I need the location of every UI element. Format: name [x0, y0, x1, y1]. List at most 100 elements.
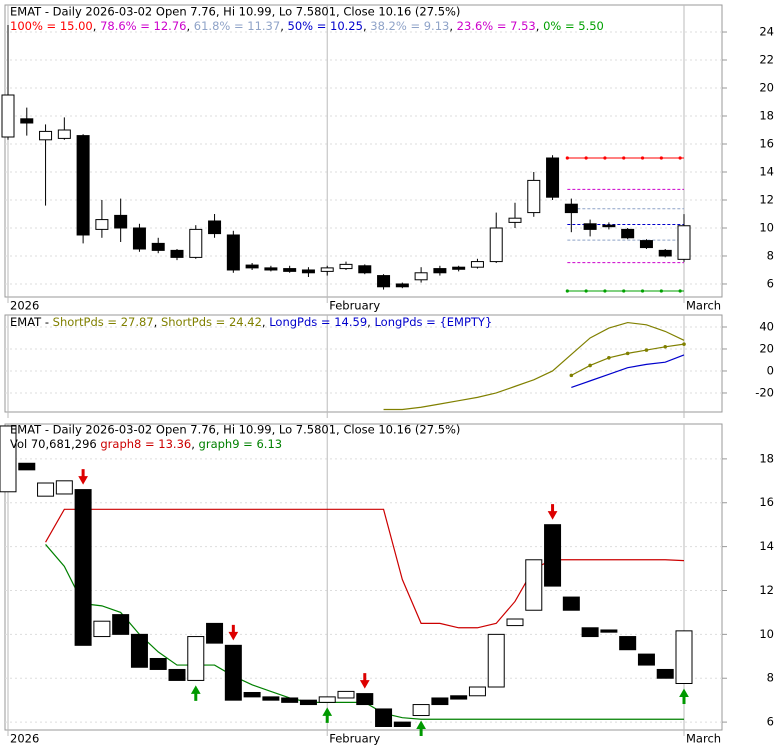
candle-body — [675, 630, 693, 684]
candle-body — [619, 636, 637, 651]
candle-body — [525, 559, 543, 611]
header-part: , — [363, 19, 370, 33]
x-tick-label: March — [686, 732, 721, 745]
candle-body — [564, 203, 578, 214]
sell-arrow — [547, 504, 558, 520]
header-part: , — [280, 19, 287, 33]
y-tick-label: -20 — [755, 385, 774, 399]
candle-body — [55, 480, 73, 495]
y-tick-label: 10 — [759, 627, 774, 641]
candle-body — [602, 224, 616, 228]
candle-body — [206, 622, 224, 644]
candle-body — [189, 228, 203, 258]
candle-body — [377, 275, 391, 288]
header-part: EMAT - — [10, 315, 53, 329]
candle-body — [18, 462, 36, 471]
series-line — [45, 508, 685, 629]
candle-body — [489, 227, 503, 263]
candle-body — [621, 228, 635, 239]
y-tick-label: 10 — [759, 220, 774, 234]
fib-dot — [678, 289, 682, 293]
header-part: 0% = 5.50 — [543, 19, 604, 33]
fib-dot — [659, 156, 663, 160]
candle-body — [433, 268, 447, 274]
candle-body — [74, 489, 92, 646]
y-tick-label: 12 — [759, 583, 774, 597]
chart-title: EMAT - Daily 2026-03-02 Open 7.76, Hi 10… — [10, 5, 460, 19]
header-part: , — [154, 315, 161, 329]
header-part: , — [186, 19, 193, 33]
panel-frame — [4, 314, 723, 413]
candle-body — [264, 267, 278, 271]
fib-dot — [622, 289, 626, 293]
x-tick-label: February — [329, 299, 380, 313]
candle-body — [375, 708, 393, 727]
sell-arrow — [359, 673, 370, 689]
chart-title: EMAT - Daily 2026-03-02 Open 7.76, Hi 10… — [10, 423, 460, 437]
fib-dot — [584, 289, 588, 293]
header-part: graph9 = 6.13 — [199, 437, 283, 451]
header-part: , — [536, 19, 543, 33]
candle-body — [468, 686, 486, 697]
candle-body — [600, 629, 618, 633]
candle-body — [393, 721, 411, 727]
y-tick-label: 22 — [759, 53, 774, 67]
candle-body — [283, 268, 297, 272]
candle-body — [320, 267, 334, 272]
y-tick-label: 14 — [759, 164, 774, 178]
candle-body — [637, 653, 655, 666]
candle-body — [337, 690, 355, 699]
candle-body — [112, 614, 130, 635]
candle-body — [658, 249, 672, 257]
header-line: Vol 70,681,296 graph8 = 13.36, graph9 = … — [10, 437, 282, 451]
candle-body — [93, 620, 111, 638]
fib-dot — [678, 156, 682, 160]
candle-body — [114, 214, 128, 229]
candle-body — [149, 657, 167, 670]
candle-body — [639, 240, 653, 249]
candle-body — [583, 223, 597, 230]
candle-body — [318, 696, 336, 703]
candle-body — [151, 242, 165, 251]
candle-body — [544, 524, 562, 587]
x-tick-label: 2026 — [10, 299, 39, 313]
candle-body — [358, 265, 372, 274]
buy-arrow — [679, 688, 689, 704]
y-tick-label: 12 — [759, 192, 774, 206]
y-tick-label: 18 — [759, 451, 774, 465]
candle-body — [487, 633, 505, 688]
fib-dot — [659, 289, 663, 293]
series-line — [571, 343, 685, 376]
fib-dot — [565, 156, 569, 160]
y-tick-label: 20 — [759, 341, 774, 355]
candle-body — [262, 696, 280, 701]
candle-body — [546, 157, 560, 198]
sell-arrow — [228, 624, 239, 641]
buy-arrow — [322, 707, 333, 723]
header-part: ShortPds = 27.87 — [53, 315, 154, 329]
candle-body — [450, 695, 468, 700]
header-part: Vol 70,681,296 — [10, 437, 100, 451]
series-line — [383, 321, 685, 411]
candle-body — [452, 266, 466, 270]
candle-body — [677, 225, 691, 260]
header-line: 100% = 15.00, 78.6% = 12.76, 61.8% = 11.… — [10, 19, 604, 33]
buy-arrow — [416, 720, 426, 737]
header-line: EMAT - ShortPds = 27.87, ShortPds = 24.4… — [10, 315, 492, 329]
x-tick-label: March — [686, 299, 721, 313]
candle-body — [243, 691, 261, 698]
candle-body — [39, 130, 53, 141]
candle-body — [57, 129, 71, 139]
fib-dot — [603, 156, 607, 160]
panel-frame — [4, 4, 723, 298]
candle-body — [76, 135, 90, 236]
header-part: graph8 = 13.36 — [100, 437, 191, 451]
candle-body — [506, 618, 524, 627]
candle-body — [508, 217, 522, 223]
y-tick-label: 6 — [767, 276, 774, 290]
candle-body — [470, 261, 484, 268]
candle-body — [226, 234, 240, 271]
header-part: , — [93, 19, 100, 33]
candle-body — [431, 697, 449, 706]
